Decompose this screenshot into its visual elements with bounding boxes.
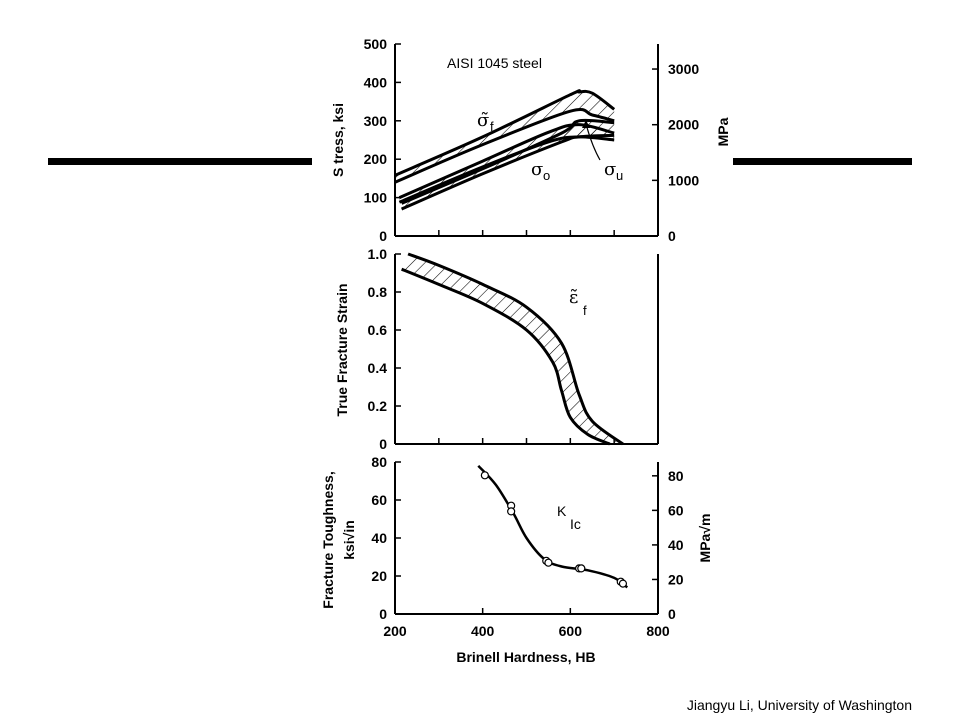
strain-ytick-label: 0.4 bbox=[368, 360, 388, 376]
stress-ytick-label: 300 bbox=[364, 113, 388, 129]
toughness-xlabel: Brinell Hardness, HB bbox=[456, 649, 595, 665]
kic-data-point bbox=[507, 507, 516, 516]
toughness-ytick-right-label: 40 bbox=[668, 537, 684, 553]
strain-ytick-label: 0.2 bbox=[368, 398, 388, 414]
sigma-o-label: σ bbox=[531, 159, 543, 180]
stress-band-sigma-f-upper-line bbox=[394, 89, 616, 177]
toughness-ytick-right-label: 60 bbox=[668, 502, 684, 518]
stress-chart-title: AISI 1045 steel bbox=[447, 55, 542, 71]
strain-ytick-label: 0.8 bbox=[368, 284, 388, 300]
sigma-u-arrowhead bbox=[582, 120, 590, 128]
stress-panel: 0 100 200 300 400 500 0 1000 2000 3000 AISI 1045 s… bbox=[330, 36, 731, 244]
fracture-toughness-panel: 200 400 600 800020406080020406080KIcBrinell… bbox=[320, 454, 713, 665]
sigma-o-sub: o bbox=[543, 168, 550, 183]
stress-ytick-label: 200 bbox=[364, 151, 388, 167]
toughness-ytick-label: 80 bbox=[371, 454, 387, 470]
decorative-rule-right bbox=[733, 158, 912, 165]
stress-band-sigma-f-lower-line bbox=[394, 108, 615, 184]
stress-ytick-right-label: 1000 bbox=[668, 172, 699, 188]
stress-band-sigma-u-lower-line bbox=[400, 133, 615, 211]
kic-data-point bbox=[544, 558, 553, 567]
sigma-u-label: σ bbox=[604, 159, 616, 180]
sigma-f-label: σ̃ bbox=[477, 110, 489, 131]
toughness-ytick-label: 40 bbox=[371, 530, 387, 546]
stress-band-sigma-u-fill bbox=[401, 120, 615, 210]
epsilon-f-label: ε̃ bbox=[569, 287, 578, 308]
toughness-xtick-label: 400 bbox=[471, 623, 495, 639]
toughness-ytick-right-label: 80 bbox=[668, 468, 684, 484]
toughness-xtick-label: 800 bbox=[646, 623, 670, 639]
stress-ytick-label: 0 bbox=[379, 228, 387, 244]
strain-ylabel: True Fracture Strain bbox=[334, 283, 350, 416]
toughness-ylabel-right: MPa√m bbox=[697, 514, 713, 563]
fracture-strain-panel: 0 0.2 0.4 0.6 0.8 1.0 True Fracture Strain ε̃ f bbox=[334, 246, 659, 452]
kic-curve bbox=[477, 464, 629, 589]
stress-ylabel-right: MPa bbox=[715, 117, 731, 146]
sigma-f-sub: f bbox=[490, 119, 494, 134]
stress-ylabel: S tress, ksi bbox=[330, 103, 346, 177]
toughness-ytick-label: 20 bbox=[371, 568, 387, 584]
strain-band-lower-line bbox=[401, 267, 611, 446]
stress-ytick-right-label: 3000 bbox=[668, 61, 699, 77]
stress-ytick-label: 500 bbox=[364, 36, 388, 52]
stress-ytick-label: 400 bbox=[364, 74, 388, 90]
strain-band-upper-line bbox=[407, 252, 624, 446]
stress-ytick-right-label: 2000 bbox=[668, 117, 699, 133]
toughness-ylabel-unit: ksi√in bbox=[341, 520, 357, 560]
toughness-xtick-label: 200 bbox=[383, 623, 407, 639]
sigma-u-sub: u bbox=[616, 168, 623, 183]
stress-ytick-right-label: 0 bbox=[668, 228, 676, 244]
strain-band-fill bbox=[401, 254, 623, 444]
toughness-ytick-label: 60 bbox=[371, 492, 387, 508]
kic-sub: Ic bbox=[570, 516, 581, 532]
toughness-ytick-right-label: 0 bbox=[668, 606, 676, 622]
kic-data-point bbox=[618, 579, 628, 588]
credit-text: Jiangyu Li, University of Washington bbox=[686, 697, 912, 713]
toughness-xtick-label: 600 bbox=[559, 623, 583, 639]
kic-data-point bbox=[577, 564, 586, 573]
kic-data-point bbox=[480, 471, 489, 480]
epsilon-f-sub: f bbox=[583, 303, 587, 318]
kic-label: K bbox=[557, 503, 567, 519]
toughness-ytick-label: 0 bbox=[379, 606, 387, 622]
toughness-ytick-right-label: 20 bbox=[668, 571, 684, 587]
strain-ytick-label: 0.6 bbox=[368, 322, 388, 338]
decorative-rule-left bbox=[48, 158, 312, 165]
strain-ytick-label: 1.0 bbox=[368, 246, 388, 262]
strain-ytick-label: 0 bbox=[379, 436, 387, 452]
toughness-ylabel: Fracture Toughness, bbox=[320, 471, 336, 608]
stress-ytick-label: 100 bbox=[364, 190, 388, 206]
